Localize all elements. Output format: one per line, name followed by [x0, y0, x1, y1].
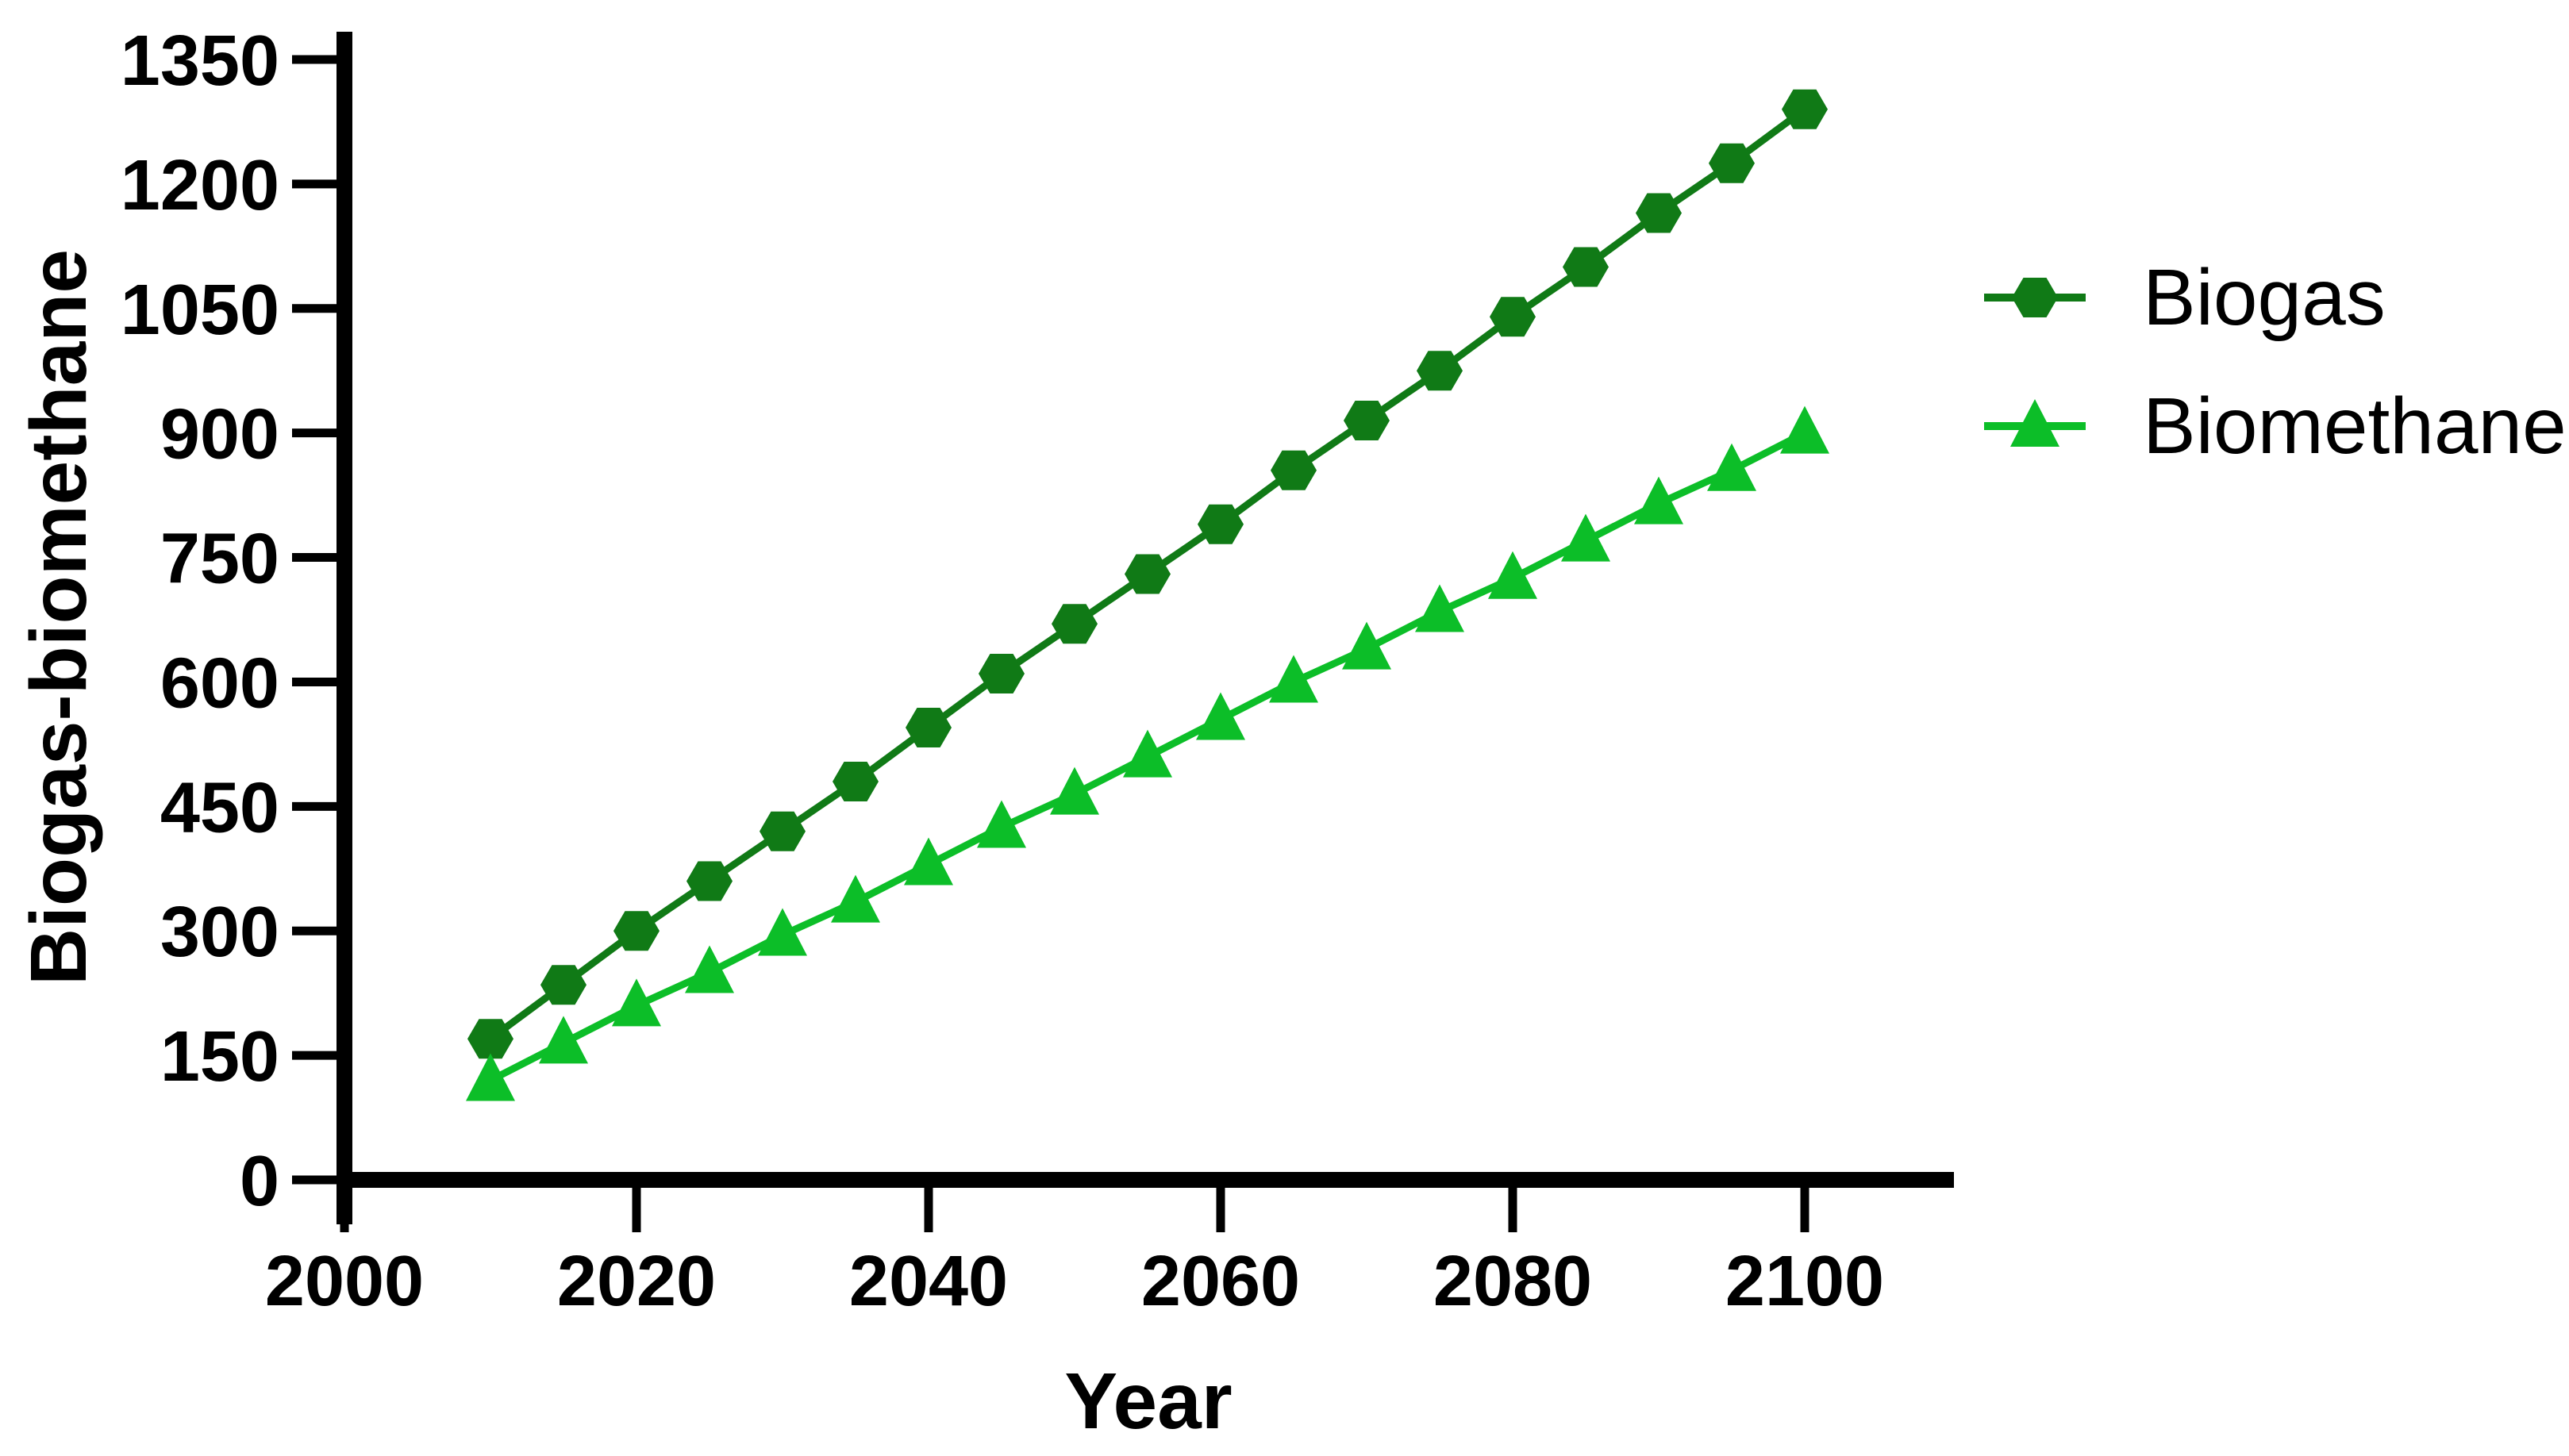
- biogas-marker: [613, 911, 660, 951]
- y-tick-label: 750: [160, 520, 279, 599]
- biomethane-marker: [1050, 766, 1099, 815]
- biogas-marker: [540, 965, 586, 1005]
- biomethane-marker: [758, 908, 807, 956]
- biomethane-marker: [1780, 405, 1829, 454]
- y-tick-label: 1200: [121, 146, 279, 225]
- y-tick-label: 450: [160, 768, 279, 847]
- biomethane-legend-marker: [1984, 399, 2086, 447]
- y-tick-label: 1050: [121, 271, 279, 350]
- biomethane-marker: [904, 837, 953, 886]
- biogas-marker: [906, 707, 952, 747]
- x-tick-label: 2040: [849, 1242, 1008, 1321]
- biomethane-marker: [1561, 513, 1610, 562]
- biogas-marker: [1782, 89, 1828, 129]
- x-tick-label: 2060: [1141, 1242, 1300, 1321]
- y-tick-label: 900: [160, 395, 279, 474]
- legend-label-biomethane: Biomethane: [2143, 382, 2567, 471]
- x-tick-label: 2080: [1433, 1242, 1592, 1321]
- y-tick-label: 300: [160, 893, 279, 972]
- biomethane-legend-glyph: [2010, 399, 2059, 447]
- y-tick-label: 600: [160, 643, 279, 723]
- biomethane-marker: [1415, 584, 1464, 632]
- biogas-marker: [1125, 554, 1171, 594]
- biogas-marker: [467, 1019, 513, 1059]
- biogas-marker: [1052, 604, 1098, 644]
- x-tick-label: 2100: [1725, 1242, 1884, 1321]
- biogas-marker: [1344, 400, 1390, 440]
- series-biogas: [467, 89, 1828, 1059]
- biogas-marker: [1709, 143, 1755, 183]
- x-axis-title: Year: [1064, 1357, 1232, 1446]
- biogas-marker: [1417, 351, 1463, 391]
- biomethane-marker: [1488, 551, 1537, 599]
- series-layer: [466, 89, 1829, 1101]
- y-tick-label: 150: [160, 1017, 279, 1097]
- y-axis-title: Biogas-biomethane: [14, 249, 103, 985]
- biomethane-marker: [1707, 443, 1756, 491]
- biomethane-marker: [466, 1053, 515, 1101]
- y-tick-label: 1350: [121, 21, 279, 101]
- biogas-legend-marker: [1984, 278, 2086, 317]
- biomethane-marker: [1196, 692, 1245, 740]
- biogas-marker: [1198, 504, 1244, 544]
- legend: Biogas Biomethane: [1984, 253, 2567, 471]
- biomethane-marker: [1123, 729, 1172, 778]
- axes: 0 150 300 450 600 750 900 1050 1200 1350 2000 2020 2…: [121, 21, 1954, 1321]
- biomethane-marker: [831, 874, 880, 923]
- biogas-legend-glyph: [2012, 278, 2058, 317]
- biogas-marker: [979, 653, 1025, 693]
- biomethane-marker: [685, 945, 734, 993]
- biogas-marker: [686, 861, 733, 901]
- biogas-marker: [1490, 297, 1536, 337]
- x-tick-label: 2000: [265, 1242, 424, 1321]
- y-tick-label: 0: [240, 1142, 279, 1221]
- x-tick-label: 2020: [557, 1242, 716, 1321]
- biogas-marker: [1271, 450, 1317, 490]
- biogas-marker: [1563, 247, 1609, 287]
- biomethane-marker: [612, 978, 661, 1027]
- biomethane-marker: [1269, 655, 1318, 703]
- biogas-marker: [833, 761, 879, 801]
- series-biomethane: [466, 405, 1829, 1101]
- legend-label-biogas: Biogas: [2143, 253, 2386, 342]
- biogas-marker: [1636, 193, 1682, 233]
- biomethane-marker: [977, 800, 1026, 848]
- biomethane-marker: [539, 1016, 588, 1064]
- biogas-marker: [760, 811, 806, 851]
- biomethane-marker: [1634, 476, 1683, 524]
- biomethane-marker: [1342, 621, 1391, 670]
